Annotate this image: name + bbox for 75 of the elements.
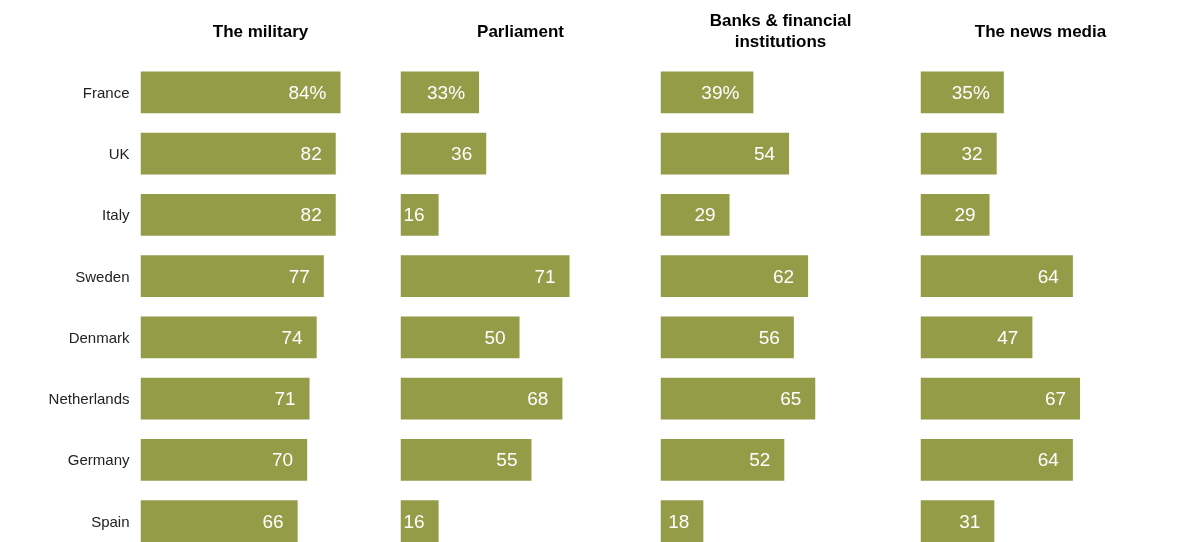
bar [920,500,995,542]
bar [660,132,790,175]
bar [920,316,1033,359]
data-label: 29 [694,204,716,226]
bar [660,377,816,420]
bar [920,194,990,236]
bar [140,439,308,481]
data-label: 16 [403,204,425,226]
y-tick-label: Spain [91,512,130,530]
bar [140,132,336,175]
bar [920,132,997,175]
data-label: 84% [288,81,327,103]
data-label: 71 [274,388,296,410]
data-label: 56 [758,326,780,348]
data-label: 33% [427,81,466,103]
bar [400,316,520,359]
bar [140,500,298,542]
bar [660,255,809,297]
data-label: 32 [961,143,983,165]
data-label: 50 [484,326,506,348]
bar [660,316,794,359]
data-label: 54 [753,143,776,165]
bar [660,194,730,236]
data-label: 67 [1044,388,1067,410]
bar [140,71,341,114]
bar [140,255,324,297]
data-label: 18 [668,510,690,532]
data-label: 29 [954,204,976,226]
data-label: 66 [262,510,284,532]
data-label: 55 [496,449,518,471]
bar [920,439,1073,481]
bar [400,377,563,420]
chart-title: Banks & financial institutions [709,11,852,52]
bar [660,439,785,481]
data-label: 35% [951,81,990,103]
bar [400,439,532,481]
bar [660,500,704,542]
bar [400,500,439,542]
bar [140,194,336,236]
data-label: 74 [281,326,304,348]
chart-title: The news media [974,21,1107,41]
data-label: 64 [1037,449,1060,471]
bar [400,194,439,236]
data-label: 52 [749,449,771,471]
data-label: 16 [403,510,425,532]
y-tick-label: Sweden [75,267,130,285]
data-label: 65 [780,388,802,410]
bar [660,71,754,114]
y-tick-label: Germany [67,451,130,469]
data-label: 36 [451,143,473,165]
data-label: 47 [997,326,1019,348]
data-label: 82 [300,143,322,165]
chart-title: Parliament [477,21,565,41]
data-label: 77 [288,265,310,287]
bar [140,377,310,420]
bar [920,255,1073,297]
bar [920,377,1081,420]
data-label: 62 [772,265,795,287]
data-label: 68 [527,388,549,410]
bar [400,132,487,175]
bar [140,316,317,359]
y-tick-label: UK [108,145,130,163]
y-tick-label: Italy [101,206,130,224]
bar [920,71,1004,114]
data-label: 39% [701,81,740,103]
data-label: 82 [300,204,322,226]
y-tick-label: Denmark [68,328,130,346]
y-tick-label: Netherlands [48,390,130,408]
chart-title: The military [212,21,309,41]
data-label: 31 [959,510,981,532]
data-label: 70 [272,449,294,471]
bar [400,255,570,297]
y-tick-label: France [82,83,130,101]
data-label: 71 [534,265,556,287]
data-label: 64 [1037,265,1060,287]
